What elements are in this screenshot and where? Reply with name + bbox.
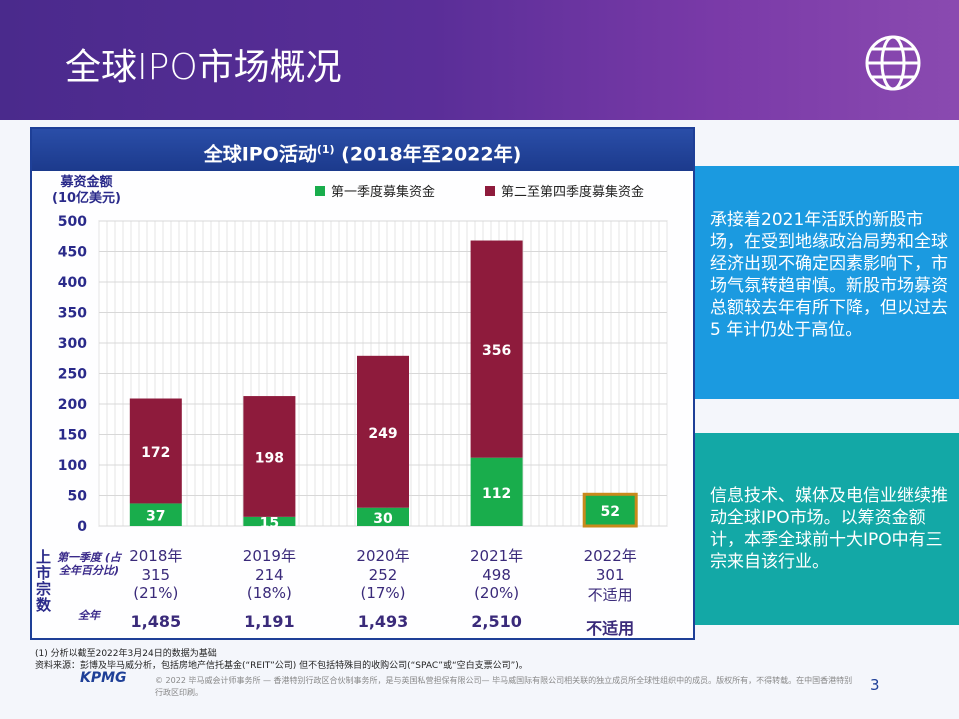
data-label: 37 — [146, 509, 165, 525]
bar-q2-q4 — [357, 355, 409, 508]
legend-item-q1: 第一季度募集资金 — [315, 181, 435, 200]
data-label: 52 — [600, 504, 619, 520]
full-year-row-label: 全年 — [78, 609, 100, 622]
year-label: 2020年 — [356, 547, 410, 565]
y-tick-label: 250 — [58, 367, 87, 383]
header-banner: 全球IPO市场概况 — [0, 0, 959, 120]
y-tick-label: 500 — [58, 214, 87, 230]
data-label: 249 — [368, 426, 397, 442]
table-column: 2021年 498 (20%) 2,510 — [447, 545, 547, 631]
y-tick-label: 200 — [58, 397, 87, 413]
bar-q1 — [357, 507, 409, 526]
bar-q2-q4 — [243, 396, 296, 517]
full-year-count: 不适用 — [586, 619, 635, 638]
data-label: 356 — [482, 343, 511, 359]
table-column: 2019年 214 (18%) 1,191 — [219, 545, 319, 631]
data-label: 172 — [141, 445, 170, 461]
commentary-box-2: 信息技术、媒体及电信业继续推动全球IPO市场。以筹资金额计，本季全球前十大IPO… — [695, 433, 959, 625]
y-tick-label: 400 — [58, 275, 87, 291]
table-column: 2022年 301 不适用 不适用 — [560, 545, 660, 639]
full-year-count: 1,493 — [357, 612, 409, 631]
bar-q1 — [582, 492, 638, 528]
page-title: 全球IPO市场概况 — [65, 47, 342, 88]
full-year-count: 1,191 — [244, 612, 295, 631]
data-label: 30 — [373, 511, 393, 527]
listings-side-label: 上市宗数 — [36, 548, 52, 614]
y-axis-label: 募资金额 (10亿美元) — [52, 175, 121, 206]
legend-swatch — [315, 185, 325, 196]
year-label: 2018年 — [129, 547, 183, 565]
y-tick-label: 450 — [58, 245, 87, 261]
bar-q2-q4 — [129, 398, 182, 504]
y-tick-label: 50 — [68, 489, 88, 505]
bar-chart: 0 50 100 150 200 250 300 350 400 450 500 37 172 15 198… — [58, 214, 668, 535]
chart-title: 全球IPO活动(1) (2018年至2022年) — [32, 129, 693, 171]
year-label: 2022年 — [583, 547, 637, 565]
q1-count: 214 — [255, 566, 284, 584]
footnotes: (1) 分析以截至2022年3月24日的数据为基础 资料来源：彭博及毕马威分析，包… — [35, 649, 528, 671]
page-number: 3 — [870, 676, 880, 694]
q1-count: 498 — [482, 566, 511, 584]
y-tick-label: 150 — [58, 428, 87, 444]
q1-percent: 不适用 — [587, 586, 633, 604]
q1-count: 315 — [141, 566, 171, 584]
y-tick-label: 350 — [58, 306, 87, 322]
legend-item-q2-q4: 第二至第四季度募集资金 — [485, 181, 644, 200]
data-label: 15 — [260, 515, 279, 531]
q1-percent: (18%) — [246, 584, 292, 602]
globe-icon — [865, 35, 921, 91]
bar-q2-q4 — [470, 240, 523, 458]
bar-q1 — [470, 457, 523, 526]
q1-percent: (20%) — [474, 584, 520, 602]
chart-panel: 全球IPO活动(1) (2018年至2022年) 募资金额 (10亿美元) 第一季… — [30, 127, 695, 640]
y-tick-label: 300 — [58, 336, 87, 352]
bar-q1 — [129, 503, 182, 526]
kpmg-logo: KPMG — [80, 670, 127, 686]
commentary-box-1: 承接着2021年活跃的新股市场，在受到地缘政治局势和全球经济出现不确定因素影响下… — [695, 166, 959, 399]
table-column: 2020年 252 (17%) 1,493 — [333, 545, 433, 631]
year-label: 2019年 — [242, 547, 296, 565]
legend-swatch — [485, 185, 495, 196]
bar-q1 — [243, 516, 296, 526]
q1-count: 252 — [368, 566, 398, 584]
q1-count: 301 — [595, 566, 625, 584]
full-year-count: 1,485 — [130, 612, 182, 631]
full-year-count: 2,510 — [471, 612, 522, 631]
y-tick-label: 0 — [77, 519, 87, 535]
copyright: © 2022 毕马威会计师事务所 — 香港特别行政区合伙制事务所，是与英国私营担… — [155, 676, 853, 697]
y-tick-label: 100 — [58, 458, 87, 474]
q1-row-label: 第一季度 (占全年百分比) — [57, 551, 121, 577]
q1-percent: (21%) — [133, 584, 179, 602]
year-label: 2021年 — [470, 547, 524, 565]
data-label: 198 — [255, 450, 284, 466]
table-column: 2018年 315 (21%) 1,485 — [106, 545, 206, 631]
data-label: 112 — [482, 486, 511, 502]
q1-percent: (17%) — [360, 584, 406, 602]
